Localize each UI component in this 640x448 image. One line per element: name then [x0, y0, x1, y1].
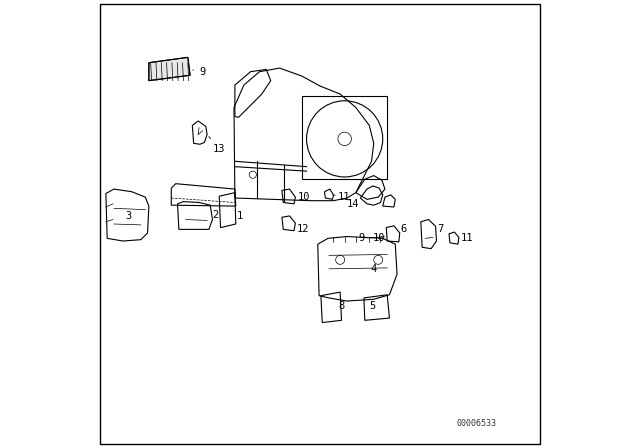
Text: 1: 1: [237, 211, 243, 221]
Text: 7: 7: [437, 224, 444, 234]
Text: 9: 9: [358, 233, 385, 243]
Text: 11: 11: [461, 233, 473, 243]
Bar: [302, 96, 387, 179]
Text: 13: 13: [209, 137, 225, 154]
Text: 8: 8: [338, 301, 344, 310]
Text: 3: 3: [125, 211, 131, 221]
Text: 6: 6: [401, 224, 407, 234]
Text: 10: 10: [298, 192, 310, 202]
Text: 00006533: 00006533: [457, 419, 497, 428]
Text: 4: 4: [371, 264, 377, 274]
Polygon shape: [149, 57, 190, 81]
Text: 12: 12: [297, 224, 309, 234]
Text: 9: 9: [193, 67, 205, 77]
Text: 11: 11: [333, 192, 351, 202]
Text: 14: 14: [347, 199, 360, 209]
Text: 2: 2: [212, 210, 219, 220]
Text: 10: 10: [373, 233, 385, 243]
Text: 5: 5: [370, 301, 376, 310]
